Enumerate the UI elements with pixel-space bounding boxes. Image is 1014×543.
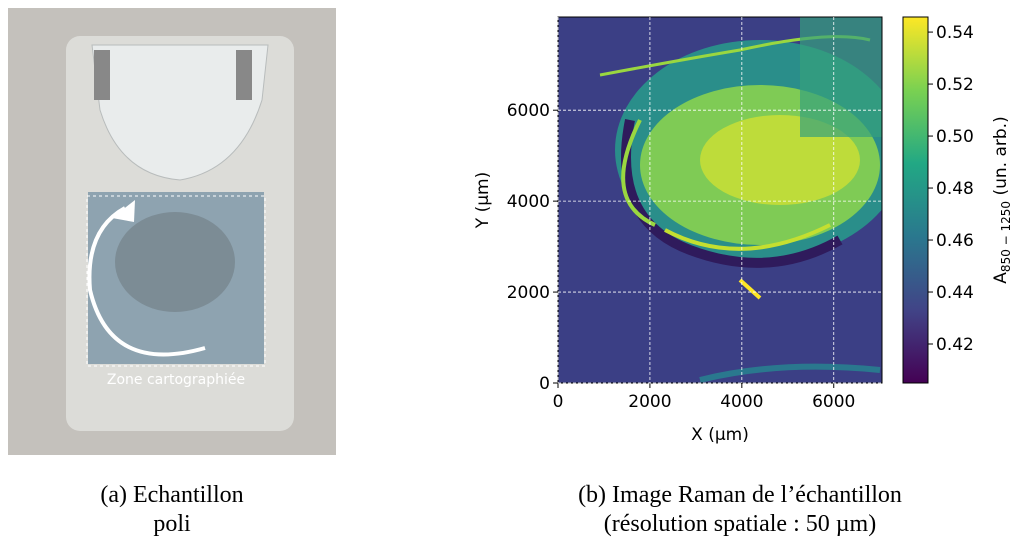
colorbar-tick-label: 0.52 [936,75,974,95]
colorbar-tick-label: 0.44 [936,283,974,303]
colorbar-tick-label: 0.42 [936,335,974,355]
photo: Zone cartographiée [8,8,336,455]
y-axis-label: Y (µm) [473,172,493,229]
y-tick-label: 6000 [507,101,550,121]
y-tick-label: 4000 [507,192,550,212]
x-axis-label: X (µm) [691,425,749,445]
colorbar-tick-label: 0.46 [936,231,974,251]
caption: (b) Image Raman de l’échantillon [578,482,902,508]
label-subscript: 850 − 1250 [999,201,1013,272]
label-base: A [991,272,1011,284]
annotation: Zone cartographiée [107,372,245,388]
y-tick-label: 2000 [507,283,550,303]
caption: (résolution spatiale : 50 µm) [604,511,876,537]
y-tick-label: 0 [539,374,550,394]
label-suffix: (un. arb.) [991,116,1011,201]
heatmap-image [558,17,882,383]
caption: (a) Echantillon [100,482,243,508]
x-tick-label: 4000 [720,392,763,412]
caption: poli [153,511,191,537]
colorbar-label: A850 − 1250 (un. arb.) [991,116,1013,283]
colorbar-tick-label: 0.54 [936,23,974,43]
colorbar-tick-label: 0.50 [936,127,974,147]
x-tick-label: 2000 [628,392,671,412]
colorbar [902,16,929,384]
colorbar-tick-label: 0.48 [936,179,974,199]
x-tick-label: 6000 [812,392,855,412]
x-tick-label: 0 [553,392,564,412]
